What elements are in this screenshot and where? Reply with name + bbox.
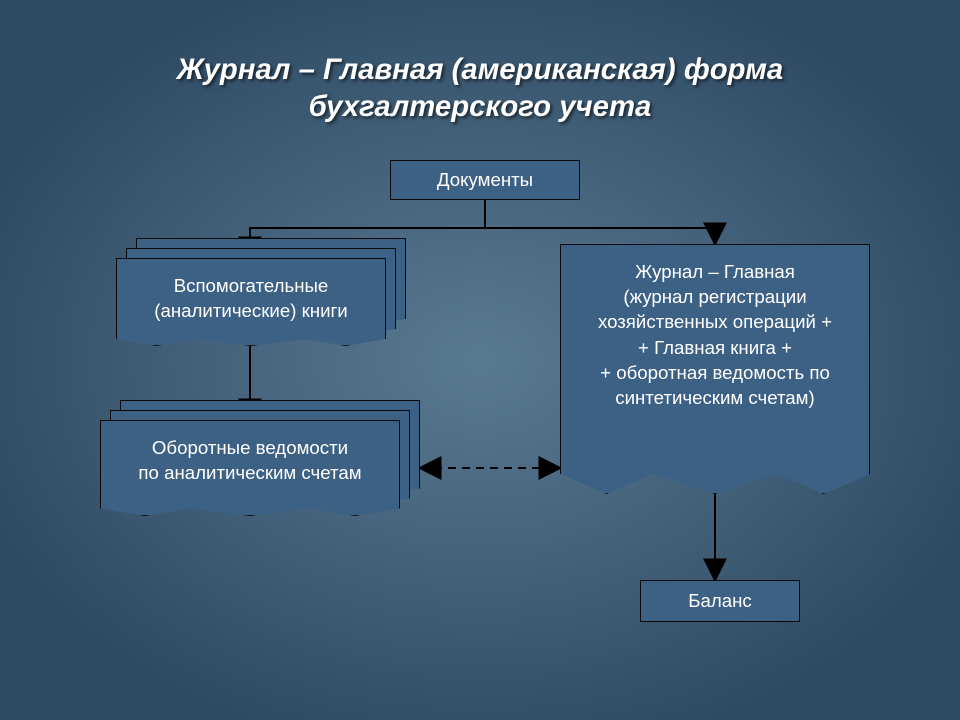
node-documents: Документы (390, 160, 580, 200)
node-turnover: Оборотные ведомости по аналитическим сче… (100, 420, 400, 516)
node-journal_main-label: Журнал – Главная (журнал регистрации хоз… (598, 259, 832, 410)
title-line2: бухгалтерского учета (309, 90, 652, 123)
node-documents-label: Документы (437, 167, 533, 192)
node-balance: Баланс (640, 580, 800, 622)
edge-documents-journal_main (485, 200, 715, 244)
node-turnover-label: Оборотные ведомости по аналитическим сче… (138, 435, 361, 485)
node-balance-label: Баланс (688, 588, 752, 613)
node-aux_books-label: Вспомогательные (аналитические) книги (154, 273, 347, 323)
diagram-stage: Журнал – Главная (американская) форма бу… (0, 0, 960, 720)
diagram-title: Журнал – Главная (американская) форма бу… (0, 52, 960, 125)
node-aux_books: Вспомогательные (аналитические) книги (116, 258, 386, 346)
title-line1: Журнал – Главная (американская) форма (177, 53, 783, 86)
node-journal_main: Журнал – Главная (журнал регистрации хоз… (560, 244, 870, 494)
